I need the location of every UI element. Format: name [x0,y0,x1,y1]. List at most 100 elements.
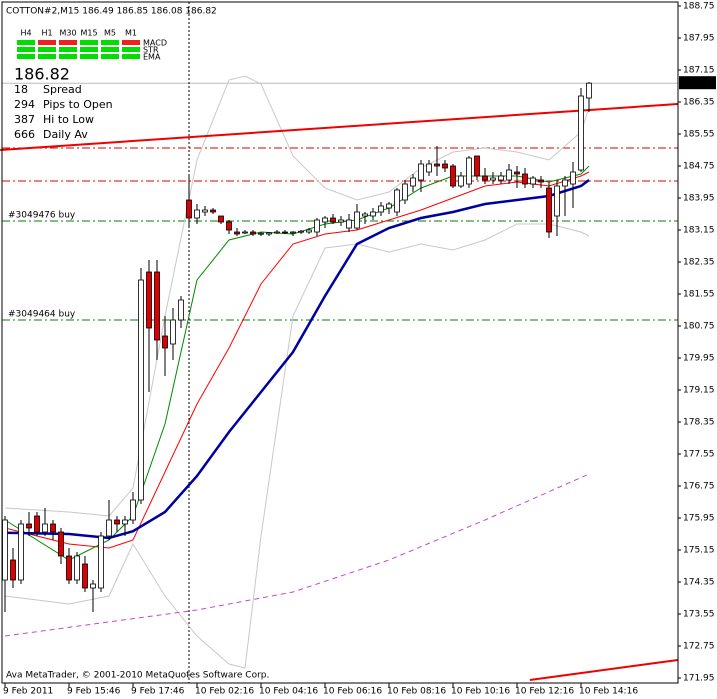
y-tick-label: 172.75 [683,642,715,652]
plot-frame [1,1,679,684]
stat-label: Pips to Open [43,98,113,111]
candle-body [122,519,128,525]
x-tick-label: 10 Feb 06:16 [323,687,382,697]
candle-body [106,519,112,537]
candle-body [546,187,552,233]
order-label: #3049464 buy [8,310,76,320]
signal-bar [38,47,56,52]
signal-bar [122,40,140,45]
candle-body [586,82,592,99]
candle-body [498,175,504,181]
candle-body [538,179,544,183]
order-label: #3049476 buy [8,211,76,221]
candle-body [2,519,8,581]
candle-body [402,183,408,201]
signal-bar [17,40,35,45]
x-tick-label: 10 Feb 14:16 [579,687,638,697]
signal-bar [59,47,77,52]
x-tick-label: 9 Feb 17:46 [131,687,185,697]
candle-body [314,219,320,233]
timeframe-label: M5 [104,29,116,38]
chart-title: COTTON#2,M15 186.49 186.85 186.08 186.82 [6,7,217,17]
candle-body [378,205,384,213]
candle-body [138,279,144,501]
candle-body [290,231,296,234]
candle-body [370,211,376,217]
candle-body [194,209,200,219]
signal-bar [101,40,119,45]
price-box-label: 186.82 [683,79,715,89]
candle-body [562,179,568,187]
candle-body [570,171,576,185]
candle-body [114,519,120,525]
x-tick-label: 10 Feb 02:16 [195,687,254,697]
timeframe-label: M30 [59,29,76,38]
candle-body [258,232,264,235]
indicator-line [4,473,590,637]
stat-label: Spread [43,83,82,96]
y-tick-label: 171.95 [683,674,715,684]
signal-bar [17,54,35,59]
candle-body [330,217,336,223]
candle-body [266,232,272,235]
candle-body [10,559,16,581]
candle-body [426,163,432,173]
x-tick-label: 10 Feb 04:16 [259,687,318,697]
signal-bar [80,40,98,45]
candle-body [274,231,280,234]
signal-bar [17,47,35,52]
signal-bar [59,54,77,59]
candle-body [346,219,352,229]
candle-body [298,230,304,233]
candle-body [90,583,96,589]
indicator-line [4,223,590,669]
candle-body [434,163,440,167]
y-tick-label: 176.75 [683,482,715,492]
candle-body [34,515,40,533]
timeframe-label: M1 [125,29,137,38]
candle-body [162,335,168,349]
signal-bar [122,54,140,59]
y-tick-label: 188.75 [683,2,715,12]
candle-body [442,163,448,169]
candle-body [146,271,152,329]
candle-body [450,165,456,187]
candle-body [186,199,192,219]
y-tick-label: 183.15 [683,226,715,236]
candle-body [74,555,80,581]
candle-body [410,177,416,187]
x-tick-label: 10 Feb 10:16 [451,687,510,697]
panel-price: 186.82 [14,65,70,84]
candle-body [306,229,312,233]
candle-body [226,221,232,231]
signal-bar [38,40,56,45]
candle-body [202,209,208,213]
candle-body [474,155,480,177]
candle-body [58,531,64,557]
y-tick-label: 187.95 [683,34,715,44]
y-tick-label: 177.55 [683,450,715,460]
candle-body [66,555,72,581]
y-tick-label: 182.35 [683,258,715,268]
candle-body [362,213,368,217]
candle-body [130,499,136,521]
candle-body [490,177,496,181]
x-tick-label: 10 Feb 12:16 [515,687,574,697]
candle-body [218,215,224,223]
x-tick-label: 9 Feb 15:46 [67,687,121,697]
y-tick-label: 175.15 [683,546,715,556]
candle-body [26,523,32,529]
candle-body [170,319,176,345]
candle-body [82,563,88,589]
y-tick-label: 186.35 [683,98,715,108]
candle-body [178,299,184,321]
y-tick-label: 183.95 [683,194,715,204]
signal-bar [59,40,77,45]
stat-value: 18 [14,83,28,96]
x-tick-label: 10 Feb 08:16 [387,687,446,697]
indicator-label: STR [143,46,159,55]
y-tick-label: 174.35 [683,578,715,588]
y-tick-label: 184.75 [683,162,715,172]
signal-bar [122,47,140,52]
